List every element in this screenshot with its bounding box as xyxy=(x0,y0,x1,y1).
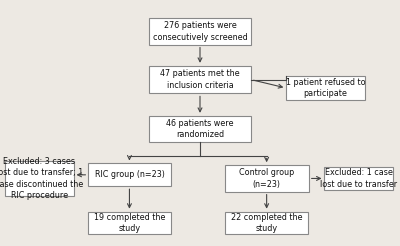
Text: 276 patients were
consecutively screened: 276 patients were consecutively screened xyxy=(153,21,247,42)
FancyBboxPatch shape xyxy=(149,66,251,93)
Text: 46 patients were
randomized: 46 patients were randomized xyxy=(166,119,234,139)
FancyBboxPatch shape xyxy=(149,116,251,142)
Text: Excluded: 1 case
lost due to transfer: Excluded: 1 case lost due to transfer xyxy=(320,168,397,189)
Text: Control group
(n=23): Control group (n=23) xyxy=(239,168,294,189)
Text: 47 patients met the
inclusion criteria: 47 patients met the inclusion criteria xyxy=(160,69,240,90)
Text: 1 patient refused to
participate: 1 patient refused to participate xyxy=(286,78,365,98)
FancyBboxPatch shape xyxy=(149,18,251,45)
Text: Excluded: 3 cases
lost due to transfer; 1
case discontinued the
RIC procedure: Excluded: 3 cases lost due to transfer; … xyxy=(0,157,84,200)
Text: RIC group (n=23): RIC group (n=23) xyxy=(94,170,164,179)
FancyBboxPatch shape xyxy=(226,212,308,234)
FancyBboxPatch shape xyxy=(88,212,171,234)
FancyBboxPatch shape xyxy=(286,76,365,100)
FancyBboxPatch shape xyxy=(88,163,171,186)
Text: 19 completed the
study: 19 completed the study xyxy=(94,213,165,233)
Text: 22 completed the
study: 22 completed the study xyxy=(231,213,302,233)
FancyBboxPatch shape xyxy=(324,167,393,190)
FancyBboxPatch shape xyxy=(224,165,309,192)
FancyBboxPatch shape xyxy=(5,161,74,196)
